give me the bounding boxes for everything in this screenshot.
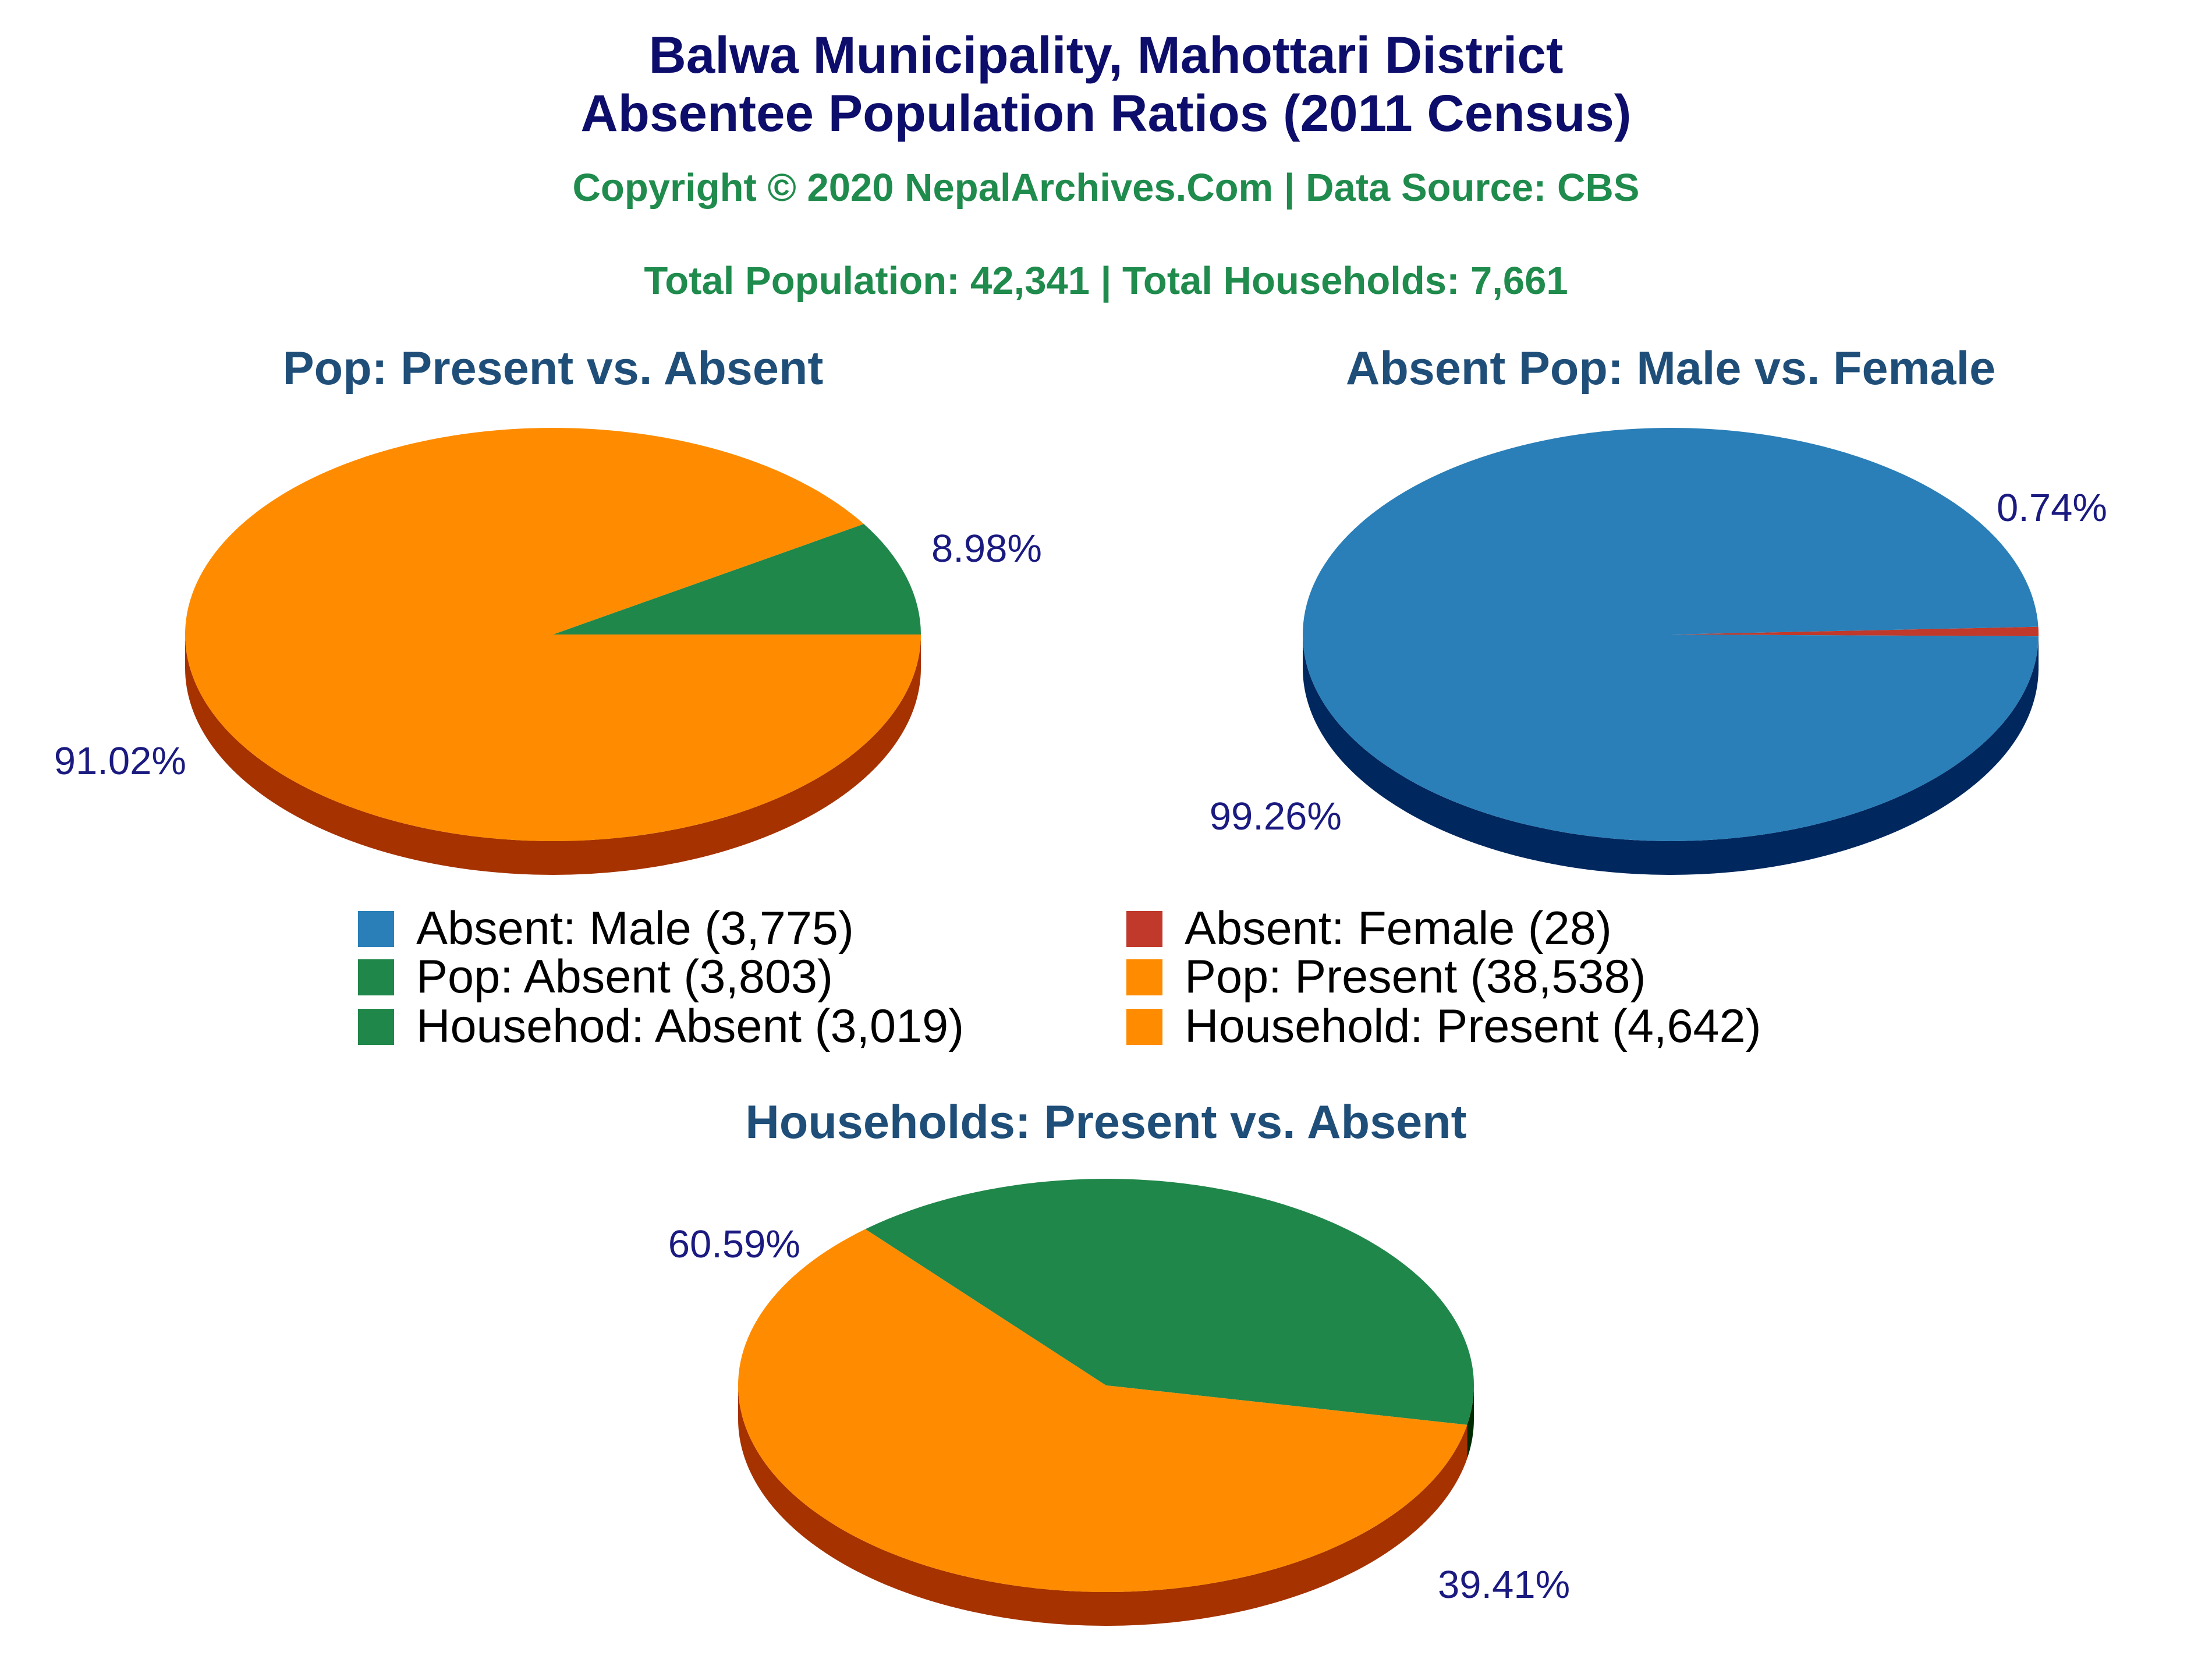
legend-swatch [358, 1009, 394, 1045]
pie-slice-absent-female [1671, 626, 2039, 637]
legend-item-absent-female-28: Absent: Female (28) [1126, 902, 1612, 955]
legend-label: Househod: Absent (3,019) [416, 1000, 964, 1052]
legend-swatch [1126, 911, 1162, 947]
pie-percent-label: 0.74% [1997, 486, 2107, 530]
pie-side-absent-male [1303, 634, 2039, 875]
pie-side-househod-absent [1467, 1385, 1474, 1459]
pie-title: Absent Pop: Male vs. Female [1346, 342, 1995, 395]
legend: Absent: Male (3,775) Absent: Female (28)P… [358, 902, 1761, 1052]
legend-item-househod-absent-3-019: Househod: Absent (3,019) [358, 1000, 964, 1052]
pie-pop-present-absent: Pop: Present vs. Absent 8.98% 91.02% [54, 342, 1042, 875]
pie-slice-household-present [738, 1229, 1467, 1593]
pie-title: Pop: Present vs. Absent [283, 342, 824, 395]
pie-percent-label: 91.02% [54, 739, 186, 783]
pie-slice-absent-male [1303, 427, 2039, 841]
legend-item-household-present-4-642: Household: Present (4,642) [1126, 1000, 1761, 1052]
pie-percent-label: 99.26% [1210, 795, 1342, 838]
legend-item-absent-male-3-775: Absent: Male (3,775) [358, 902, 854, 955]
pie-slice-pop-absent [553, 524, 921, 634]
pie-absent-male-female: Absent Pop: Male vs. Female 0.74% 99.26% [1210, 342, 2107, 875]
legend-swatch [358, 911, 394, 947]
pie-title: Households: Present vs. Absent [745, 1096, 1466, 1148]
copyright-text: Copyright © 2020 NepalArchives.Com | Dat… [573, 166, 1640, 210]
legend-swatch [358, 959, 394, 995]
pie-side-household-present [738, 1385, 1467, 1626]
legend-label: Household: Present (4,642) [1185, 1000, 1761, 1052]
chart-title-line1: Balwa Municipality, Mahottari District [649, 26, 1564, 84]
pie-percent-label: 8.98% [931, 527, 1042, 570]
legend-label: Pop: Absent (3,803) [416, 951, 833, 1003]
legend-label: Pop: Present (38,538) [1185, 951, 1646, 1003]
pie-slice-househod-absent [865, 1179, 1474, 1425]
legend-item-pop-absent-3-803: Pop: Absent (3,803) [358, 951, 833, 1003]
legend-label: Absent: Female (28) [1185, 902, 1612, 955]
pie-percent-label: 39.41% [1438, 1563, 1570, 1607]
chart-title-line2: Absentee Population Ratios (2011 Census) [580, 84, 1631, 142]
pie-side-pop-present [185, 634, 921, 875]
totals-text: Total Population: 42,341 | Total Househo… [644, 259, 1568, 303]
legend-label: Absent: Male (3,775) [416, 902, 854, 955]
pie-percent-label: 60.59% [668, 1222, 800, 1266]
legend-swatch [1126, 1009, 1162, 1045]
pie-households-present-absent: Households: Present vs. Absent 39.41% 60.… [668, 1096, 1570, 1626]
legend-item-pop-present-38-538: Pop: Present (38,538) [1126, 951, 1646, 1003]
legend-swatch [1126, 959, 1162, 995]
pie-slice-pop-present [185, 427, 921, 841]
